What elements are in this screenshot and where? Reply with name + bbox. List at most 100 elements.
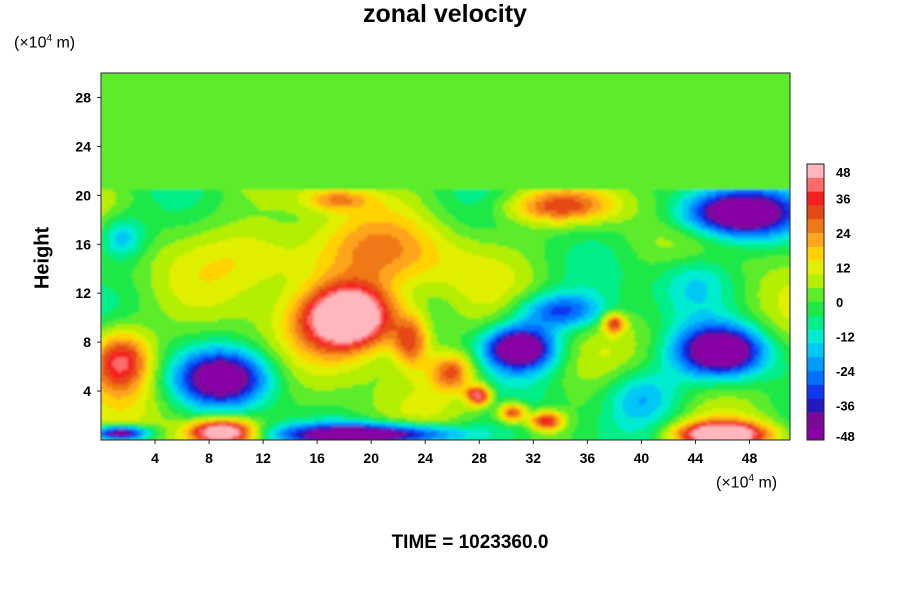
field-cell — [496, 411, 501, 416]
field-cell — [751, 435, 756, 440]
field-cell — [598, 420, 618, 425]
field-cell — [553, 354, 558, 359]
field-cell — [382, 411, 405, 416]
field-cell — [157, 435, 168, 440]
field-cell — [532, 300, 540, 305]
field-cell — [101, 78, 790, 83]
field-cell — [394, 258, 420, 263]
field-cell — [478, 372, 486, 377]
field-cell — [691, 237, 705, 242]
field-cell — [469, 351, 474, 356]
field-cell — [493, 213, 507, 218]
field-cell — [178, 426, 186, 431]
field-cell — [493, 336, 498, 341]
field-cell — [544, 306, 555, 311]
field-cell — [748, 315, 759, 320]
field-cell — [697, 363, 705, 368]
field-cell — [211, 228, 321, 233]
field-cell — [523, 306, 531, 311]
field-cell — [331, 342, 354, 347]
field-cell — [109, 255, 132, 260]
field-cell — [601, 318, 606, 323]
field-cell — [418, 438, 432, 440]
field-cell — [298, 285, 312, 290]
field-cell — [454, 285, 513, 290]
field-cell — [676, 312, 693, 317]
field-cell — [556, 210, 570, 215]
field-cell — [445, 405, 474, 410]
field-cell — [181, 423, 189, 428]
field-cell — [385, 192, 417, 197]
field-cell — [250, 423, 255, 428]
field-cell — [274, 357, 285, 362]
field-cell — [175, 381, 183, 386]
field-cell — [532, 216, 552, 221]
field-cell — [103, 249, 117, 254]
field-cell — [466, 348, 474, 353]
field-cell — [772, 336, 783, 341]
field-cell — [466, 399, 471, 404]
field-cell — [187, 396, 195, 401]
field-cell — [262, 369, 267, 374]
field-cell — [676, 432, 681, 437]
field-cell — [304, 189, 327, 194]
field-cell — [739, 339, 744, 344]
field-cell — [484, 342, 489, 347]
field-cell — [472, 366, 477, 371]
field-cell — [268, 435, 276, 440]
field-cell — [601, 402, 615, 407]
colorbar-tick-label: 48 — [836, 165, 850, 180]
field-cell — [532, 270, 549, 275]
field-cell — [172, 381, 177, 386]
field-cell — [520, 402, 528, 407]
field-cell — [151, 273, 171, 278]
field-cell — [202, 423, 210, 428]
field-cell — [400, 240, 420, 245]
field-cell — [610, 348, 636, 353]
field-cell — [760, 426, 768, 431]
field-cell — [151, 267, 171, 272]
field-cell — [595, 312, 600, 317]
field-cell — [382, 201, 405, 206]
field-cell — [304, 315, 309, 320]
field-cell — [610, 387, 624, 392]
field-cell — [295, 399, 375, 404]
field-cell — [763, 192, 780, 197]
field-cell — [430, 210, 447, 215]
field-cell — [427, 306, 456, 311]
field-cell — [448, 402, 465, 407]
field-cell — [271, 369, 279, 374]
field-cell — [310, 198, 318, 203]
field-cell — [505, 417, 522, 422]
field-cell — [763, 333, 771, 338]
field-cell — [490, 189, 507, 194]
field-cell — [538, 372, 549, 377]
field-cell — [427, 321, 435, 326]
field-cell — [172, 411, 192, 416]
field-cell — [415, 354, 423, 359]
field-cell — [166, 378, 174, 383]
field-cell — [256, 399, 267, 404]
field-cell — [286, 306, 294, 311]
field-cell — [139, 291, 156, 296]
field-cell — [709, 270, 729, 275]
field-cell — [544, 249, 570, 254]
field-cell — [553, 327, 564, 332]
field-cell — [535, 288, 546, 293]
field-cell — [232, 342, 249, 347]
field-cell — [199, 381, 243, 386]
field-cell — [157, 342, 168, 347]
field-cell — [101, 297, 120, 302]
field-cell — [460, 372, 465, 377]
field-cell — [604, 321, 609, 326]
field-cell — [706, 207, 714, 212]
field-cell — [631, 243, 660, 248]
field-cell — [397, 336, 417, 341]
field-cell — [571, 438, 600, 440]
field-cell — [715, 273, 729, 278]
field-cell — [754, 405, 774, 410]
field-cell — [526, 429, 534, 434]
field-cell — [301, 366, 360, 371]
field-cell — [394, 348, 402, 353]
field-cell — [658, 432, 663, 437]
